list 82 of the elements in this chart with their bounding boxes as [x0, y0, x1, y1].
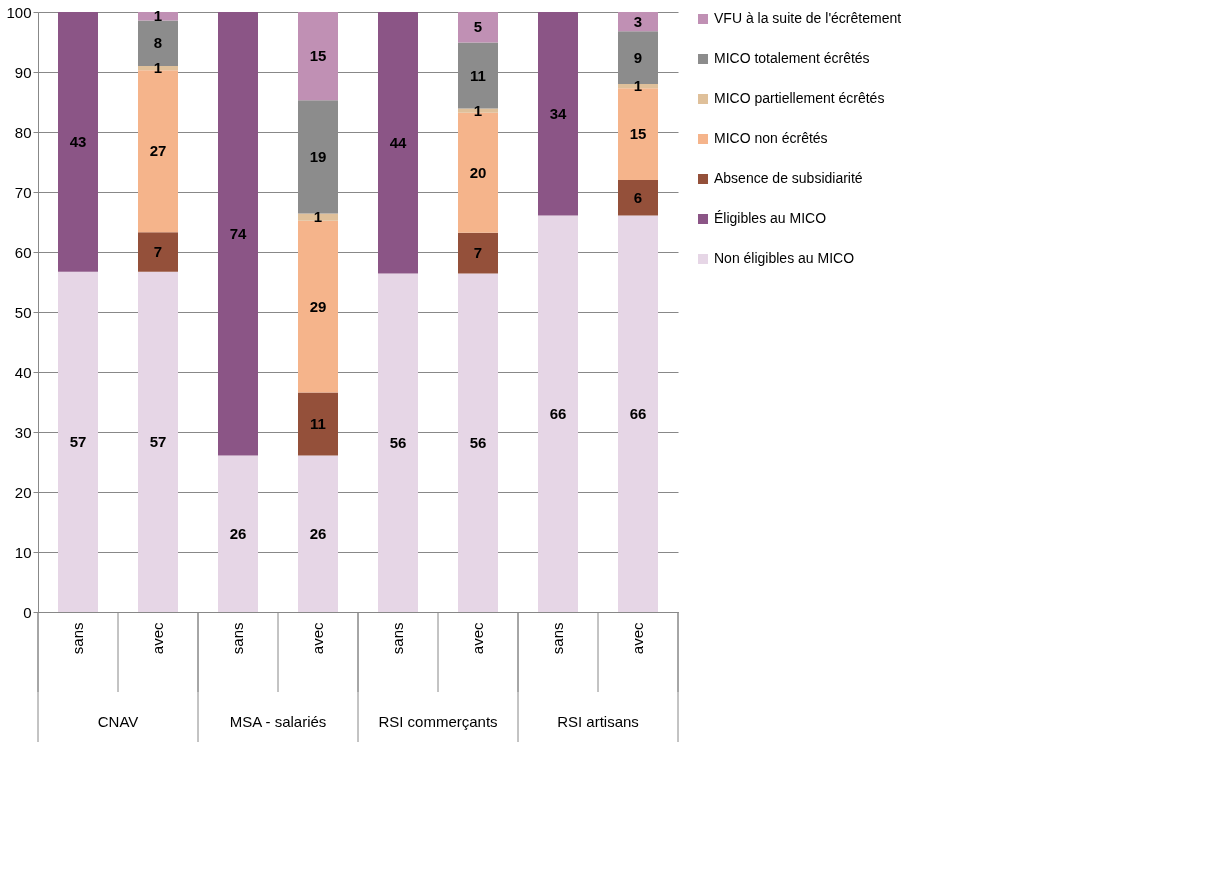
- legend-label: Absence de subsidiarité: [714, 170, 863, 186]
- x-tick-label: sans: [389, 622, 406, 655]
- data-label: 66: [549, 404, 567, 422]
- x-tick-label: avec: [469, 622, 486, 655]
- bar: [458, 232, 498, 274]
- y-tick-label: 80: [14, 123, 32, 141]
- y-tick-label: 0: [23, 603, 32, 621]
- data-label: 57: [69, 432, 87, 450]
- x-tick-label: sans: [549, 622, 566, 655]
- x-tick-label: avec: [309, 622, 326, 655]
- bar: [58, 12, 98, 272]
- bar: [138, 271, 178, 612]
- bar: [138, 232, 178, 272]
- x-tick-label: avec: [629, 622, 646, 655]
- data-label: 1: [153, 59, 163, 77]
- bar: [618, 215, 658, 612]
- legend-label: Éligibles au MICO: [714, 210, 827, 226]
- text: CNAV: [97, 713, 139, 730]
- data-label: 7: [473, 244, 483, 262]
- data-label: 57: [149, 432, 167, 450]
- bar: [458, 12, 498, 43]
- x-tick-label: sans: [69, 622, 86, 655]
- bar: [298, 455, 338, 612]
- data-label: 56: [469, 433, 487, 451]
- legend-label: Non éligibles au MICO: [714, 250, 855, 266]
- legend-label: MICO totalement écrêtés: [714, 50, 870, 66]
- data-label: 8: [153, 34, 163, 52]
- data-label: 66: [629, 404, 647, 422]
- bar: [378, 273, 418, 612]
- y-tick-label: 90: [14, 63, 32, 81]
- legend-label: MICO partiellement écrêtés: [714, 90, 885, 106]
- bar: [218, 455, 258, 612]
- data-label: 34: [549, 104, 567, 122]
- data-label: 6: [633, 188, 643, 206]
- data-label: 74: [229, 224, 247, 242]
- legend-label: MICO non écrêtés: [714, 130, 828, 146]
- bar: [538, 12, 578, 216]
- x-tick-label: avec: [149, 622, 166, 655]
- data-label: 20: [469, 163, 487, 181]
- y-tick-label: 10: [14, 543, 32, 561]
- data-label: 1: [313, 208, 323, 226]
- data-label: 1: [473, 101, 483, 119]
- y-tick-label: 20: [14, 483, 32, 501]
- data-label: 44: [389, 133, 407, 151]
- bar: [538, 215, 578, 612]
- data-label: 26: [229, 524, 247, 542]
- y-tick-label: 60: [14, 243, 32, 261]
- data-label: 15: [309, 47, 327, 65]
- text: MSA - salariés: [229, 713, 327, 730]
- data-label: 1: [633, 77, 643, 95]
- y-tick-label: 40: [14, 363, 32, 381]
- data-label: 3: [633, 12, 643, 30]
- bar: [378, 12, 418, 274]
- bar: [298, 12, 338, 101]
- bar: [58, 271, 98, 612]
- data-label: 19: [309, 147, 327, 165]
- bar: [298, 220, 338, 393]
- data-label: 7: [153, 243, 163, 260]
- bar: [618, 12, 658, 32]
- text: RSI artisans: [557, 713, 639, 730]
- bar: [458, 273, 498, 612]
- data-label: 11: [470, 66, 486, 84]
- y-tick-label: 70: [14, 183, 32, 201]
- text: RSI commerçants: [378, 713, 498, 730]
- data-label: 27: [149, 142, 167, 160]
- data-label: 29: [309, 297, 327, 315]
- data-label: 5: [473, 18, 483, 36]
- y-tick-label: 30: [14, 423, 32, 441]
- data-label: 43: [69, 132, 87, 150]
- bar: [218, 12, 258, 456]
- data-label: 15: [629, 125, 647, 143]
- y-tick-label: 100: [6, 3, 32, 21]
- data-label: 11: [310, 414, 326, 432]
- data-label: 1: [153, 7, 163, 25]
- data-label: 9: [633, 48, 643, 66]
- bar: [618, 180, 658, 216]
- x-tick-label: sans: [229, 622, 246, 655]
- bar: [298, 392, 338, 456]
- data-label: 56: [389, 433, 407, 451]
- y-tick-label: 50: [14, 303, 32, 321]
- legend-label: VFU à la suite de l'écrêtement: [714, 10, 902, 26]
- data-label: 26: [309, 524, 327, 542]
